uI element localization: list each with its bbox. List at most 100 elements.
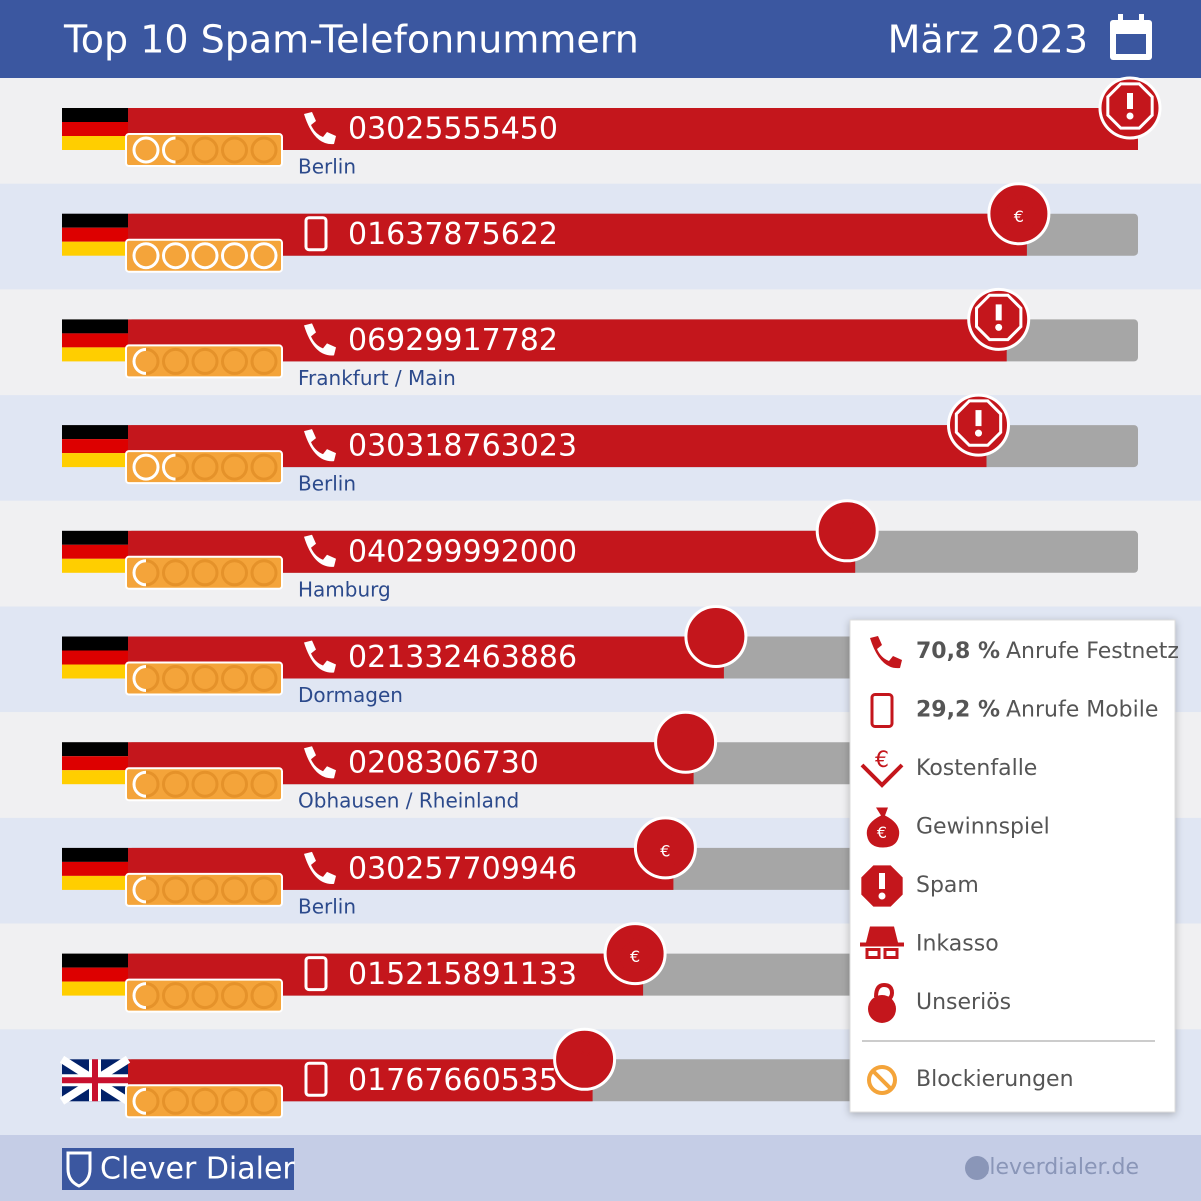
legend-item: 70,8 % Anrufe Festnetz bbox=[870, 636, 1179, 669]
location: Berlin bbox=[298, 894, 356, 918]
dubious-hook bbox=[874, 982, 895, 1003]
flag bbox=[59, 1055, 131, 1105]
flag bbox=[62, 530, 128, 573]
row: 06929917782 Frankfurt / Main bbox=[0, 287, 1201, 396]
blocks bbox=[132, 347, 278, 375]
phone-number: 03025555450 bbox=[348, 112, 558, 147]
flag bbox=[62, 636, 128, 679]
phone-number: 01767660535 bbox=[348, 1063, 558, 1098]
flag-stripe bbox=[62, 122, 128, 136]
header bbox=[0, 0, 1201, 78]
phone-icon bbox=[304, 851, 336, 885]
flag bbox=[62, 742, 128, 785]
flag-stripe bbox=[62, 425, 128, 440]
block-slot bbox=[162, 559, 189, 587]
legend-label: Gewinnspiel bbox=[916, 815, 1050, 840]
legend-text: Anrufe Festnetz bbox=[1006, 639, 1179, 664]
location: Frankfurt / Main bbox=[298, 366, 456, 390]
dubious-icon bbox=[833, 520, 862, 549]
legend-item: 29,2 % Anrufe Mobile bbox=[870, 693, 1158, 728]
legend-item: € Kostenfalle bbox=[860, 748, 1037, 788]
win-icon bbox=[1003, 191, 1037, 232]
phone-number: 01637875622 bbox=[348, 217, 558, 252]
mobile-icon bbox=[870, 693, 894, 728]
flag-stripe bbox=[62, 861, 128, 876]
phone-icon bbox=[304, 640, 336, 673]
legend-label: Kostenfalle bbox=[916, 756, 1037, 781]
phone-number: 015215891133 bbox=[348, 957, 577, 992]
flag bbox=[62, 953, 128, 996]
cost-icon bbox=[563, 1051, 607, 1077]
flag-stripe bbox=[62, 227, 128, 242]
flag-stripe bbox=[62, 530, 128, 545]
flag-stripe bbox=[62, 847, 128, 862]
block-slot bbox=[250, 453, 278, 481]
block-slot bbox=[162, 982, 189, 1010]
calendar-icon bbox=[1110, 14, 1152, 60]
win-icon bbox=[619, 931, 653, 972]
phone-number: 0208306730 bbox=[348, 746, 539, 781]
block-slot bbox=[191, 136, 219, 164]
flag-stripe bbox=[62, 319, 128, 334]
legend-label: Inkasso bbox=[916, 932, 999, 957]
spam-dot bbox=[878, 892, 886, 900]
block-slot bbox=[191, 559, 219, 587]
block-slot bbox=[162, 347, 189, 375]
flag-stripe bbox=[62, 875, 128, 890]
block-slot bbox=[191, 453, 219, 481]
block-filled bbox=[132, 982, 147, 1010]
block-slot bbox=[250, 665, 278, 692]
legend-item: Blockierungen bbox=[867, 1065, 1074, 1095]
legend-item: € Gewinnspiel bbox=[866, 807, 1050, 848]
block-filled bbox=[162, 242, 189, 270]
block-slot bbox=[221, 665, 248, 692]
block-slot bbox=[162, 876, 189, 904]
block-filled bbox=[132, 876, 147, 904]
mobile-icon bbox=[304, 216, 328, 252]
spam-mark bbox=[879, 873, 885, 889]
phone-icon bbox=[870, 636, 902, 669]
flag-stripe bbox=[62, 108, 128, 122]
flag-stripe bbox=[62, 558, 128, 573]
block-slot bbox=[250, 347, 278, 375]
block-slot bbox=[191, 982, 219, 1010]
brand: Clever Dialer bbox=[100, 1152, 295, 1187]
cost-euro: € bbox=[875, 748, 889, 773]
flag-uk-red bbox=[62, 1059, 128, 1102]
mobile-icon bbox=[304, 1061, 328, 1097]
block-slot bbox=[221, 982, 248, 1010]
spam-dot bbox=[975, 429, 982, 437]
glasses-r bbox=[883, 948, 899, 959]
flag bbox=[62, 213, 128, 256]
block-slot bbox=[191, 1087, 219, 1115]
legend-label: Spam bbox=[916, 873, 979, 898]
block-filled bbox=[132, 665, 147, 692]
blocks bbox=[132, 1087, 278, 1115]
block-slot bbox=[162, 665, 189, 692]
block-filled bbox=[162, 453, 176, 481]
flag-stripe bbox=[62, 347, 128, 362]
inkasso-icon bbox=[860, 926, 904, 947]
globe-icon bbox=[965, 1156, 989, 1180]
inkasso-icon bbox=[693, 616, 738, 637]
flag-stripe bbox=[62, 439, 128, 454]
brand-icon bbox=[66, 1151, 92, 1188]
block-filled bbox=[250, 242, 278, 270]
block-slot bbox=[250, 559, 278, 587]
location: Dormagen bbox=[298, 683, 403, 707]
blocks bbox=[132, 136, 278, 164]
spam-dot bbox=[1126, 112, 1134, 120]
block-slot bbox=[250, 770, 278, 798]
glasses-r bbox=[717, 638, 733, 649]
legend-value: 70,8 % bbox=[916, 639, 1000, 664]
block-filled bbox=[132, 770, 147, 798]
phone-icon bbox=[304, 746, 336, 779]
bar bbox=[128, 108, 1138, 150]
row: 03025555450 Berlin bbox=[0, 76, 1201, 184]
block-slot bbox=[221, 876, 248, 904]
phone-number: 030257709946 bbox=[348, 851, 577, 886]
block-slot bbox=[221, 559, 248, 587]
row: 040299992000 Hamburg bbox=[0, 499, 1201, 607]
dubious-icon bbox=[868, 995, 896, 1023]
block-icon bbox=[867, 1065, 897, 1095]
